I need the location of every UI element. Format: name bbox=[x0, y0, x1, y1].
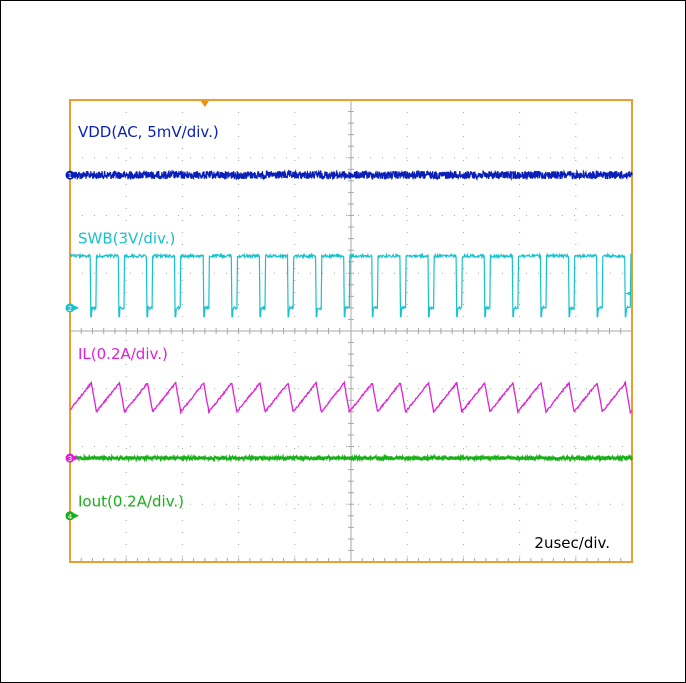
channel-marker-arrow bbox=[74, 513, 79, 519]
trigger-marker bbox=[200, 101, 209, 107]
trace-labels: VDD(AC, 5mV/div.) SWB(3V/div.) IL(0.2A/div… bbox=[78, 123, 219, 511]
trace-label: Iout(0.2A/div.) bbox=[78, 492, 184, 510]
trace-0 bbox=[69, 168, 633, 182]
offscreen-arrow bbox=[625, 291, 631, 296]
channel-marker-number: 1 bbox=[68, 172, 72, 180]
channel-marker-arrow bbox=[74, 455, 79, 461]
channel-markers: 1 2 3 4 bbox=[65, 170, 631, 521]
channel-marker-number: 4 bbox=[68, 513, 73, 521]
channel-marker bbox=[65, 511, 75, 521]
channel-marker bbox=[65, 303, 75, 313]
trace-3 bbox=[69, 453, 633, 463]
trace-label: VDD(AC, 5mV/div.) bbox=[78, 123, 219, 141]
plot-border bbox=[69, 99, 633, 563]
trace-label: IL(0.2A/div.) bbox=[78, 345, 168, 363]
channel-marker-number: 2 bbox=[68, 305, 72, 313]
channel-marker bbox=[65, 453, 75, 463]
channel-marker-arrow bbox=[74, 172, 79, 178]
channel-marker bbox=[65, 170, 75, 180]
trace-1 bbox=[69, 252, 633, 318]
trace-label: SWB(3V/div.) bbox=[78, 230, 175, 248]
channel-marker-arrow bbox=[74, 305, 79, 311]
channel-marker-number: 3 bbox=[68, 455, 72, 463]
trace-2 bbox=[69, 380, 633, 415]
traces bbox=[69, 168, 633, 463]
timebase-label: 2usec/div. bbox=[534, 534, 610, 552]
